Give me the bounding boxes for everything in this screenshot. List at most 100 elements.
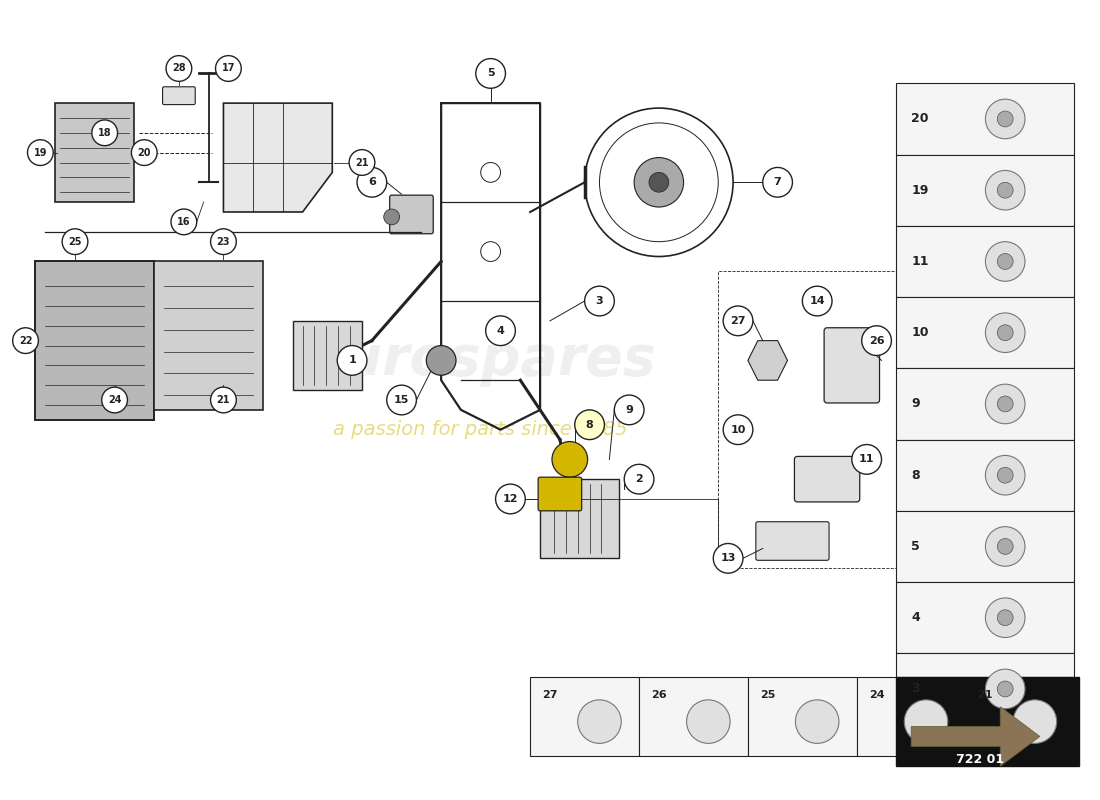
- Text: 4: 4: [911, 611, 920, 624]
- Text: 21: 21: [217, 395, 230, 405]
- Circle shape: [998, 396, 1013, 412]
- Polygon shape: [911, 706, 1040, 766]
- Circle shape: [649, 172, 669, 192]
- Circle shape: [986, 455, 1025, 495]
- Text: 24: 24: [108, 395, 121, 405]
- Circle shape: [574, 410, 604, 439]
- Polygon shape: [55, 103, 134, 202]
- FancyBboxPatch shape: [389, 195, 433, 234]
- Circle shape: [62, 229, 88, 254]
- Circle shape: [338, 346, 367, 375]
- Text: 21: 21: [355, 158, 368, 167]
- Circle shape: [349, 150, 375, 175]
- Circle shape: [795, 700, 839, 743]
- Polygon shape: [35, 262, 154, 420]
- Text: 14: 14: [810, 296, 825, 306]
- Circle shape: [384, 209, 399, 225]
- Circle shape: [998, 111, 1013, 127]
- Circle shape: [634, 158, 683, 207]
- Text: 6: 6: [367, 178, 376, 187]
- Text: 20: 20: [911, 113, 928, 126]
- Circle shape: [358, 167, 387, 197]
- Circle shape: [986, 526, 1025, 566]
- Circle shape: [578, 700, 621, 743]
- FancyBboxPatch shape: [896, 83, 1075, 154]
- Circle shape: [851, 445, 881, 474]
- Polygon shape: [748, 341, 788, 380]
- Text: 13: 13: [720, 554, 736, 563]
- FancyBboxPatch shape: [748, 677, 857, 756]
- FancyBboxPatch shape: [896, 677, 1079, 766]
- Text: 2: 2: [635, 474, 642, 484]
- FancyBboxPatch shape: [896, 368, 1075, 439]
- FancyBboxPatch shape: [824, 328, 880, 403]
- Circle shape: [624, 464, 653, 494]
- Text: 3: 3: [596, 296, 603, 306]
- Text: 8: 8: [585, 420, 594, 430]
- Circle shape: [986, 99, 1025, 138]
- Text: 3: 3: [911, 682, 920, 695]
- Circle shape: [28, 140, 53, 166]
- FancyBboxPatch shape: [896, 439, 1075, 511]
- Circle shape: [986, 313, 1025, 353]
- Circle shape: [802, 286, 832, 316]
- Circle shape: [713, 543, 743, 573]
- FancyBboxPatch shape: [794, 457, 860, 502]
- Circle shape: [131, 140, 157, 166]
- Circle shape: [762, 167, 792, 197]
- Polygon shape: [154, 262, 263, 410]
- Circle shape: [686, 700, 730, 743]
- Circle shape: [998, 681, 1013, 697]
- Circle shape: [614, 395, 644, 425]
- Circle shape: [476, 58, 506, 88]
- Text: 26: 26: [869, 336, 884, 346]
- Circle shape: [584, 286, 614, 316]
- FancyBboxPatch shape: [639, 677, 748, 756]
- Circle shape: [998, 325, 1013, 341]
- FancyBboxPatch shape: [896, 511, 1075, 582]
- Text: 22: 22: [19, 336, 32, 346]
- FancyBboxPatch shape: [163, 86, 195, 105]
- Circle shape: [998, 538, 1013, 554]
- Text: 722 01: 722 01: [956, 753, 1004, 766]
- Text: 23: 23: [217, 237, 230, 246]
- Polygon shape: [223, 103, 332, 212]
- FancyBboxPatch shape: [896, 297, 1075, 368]
- Circle shape: [216, 56, 241, 82]
- Circle shape: [986, 384, 1025, 424]
- Circle shape: [13, 328, 39, 354]
- Circle shape: [986, 170, 1025, 210]
- Circle shape: [723, 415, 752, 445]
- FancyBboxPatch shape: [896, 154, 1075, 226]
- Circle shape: [427, 346, 456, 375]
- Text: 9: 9: [911, 398, 920, 410]
- Text: 16: 16: [177, 217, 190, 227]
- Circle shape: [387, 385, 417, 415]
- Text: eurospares: eurospares: [306, 334, 657, 387]
- Text: 25: 25: [68, 237, 81, 246]
- Circle shape: [986, 669, 1025, 709]
- Text: 7: 7: [773, 178, 781, 187]
- Text: 9: 9: [625, 405, 634, 415]
- FancyBboxPatch shape: [756, 522, 829, 560]
- Circle shape: [998, 467, 1013, 483]
- FancyBboxPatch shape: [896, 654, 1075, 725]
- Text: 12: 12: [503, 494, 518, 504]
- Circle shape: [861, 326, 891, 355]
- Circle shape: [210, 387, 236, 413]
- Text: 8: 8: [911, 469, 920, 482]
- Circle shape: [496, 484, 526, 514]
- Circle shape: [552, 442, 587, 477]
- Polygon shape: [293, 321, 362, 390]
- Text: 19: 19: [34, 148, 47, 158]
- Text: 5: 5: [487, 69, 494, 78]
- Circle shape: [91, 120, 118, 146]
- Polygon shape: [540, 479, 619, 558]
- FancyBboxPatch shape: [896, 582, 1075, 654]
- Text: 27: 27: [542, 690, 558, 700]
- Text: 26: 26: [651, 690, 667, 700]
- Text: 11: 11: [911, 255, 928, 268]
- Text: 17: 17: [221, 63, 235, 74]
- Text: 18: 18: [98, 128, 111, 138]
- Text: 28: 28: [172, 63, 186, 74]
